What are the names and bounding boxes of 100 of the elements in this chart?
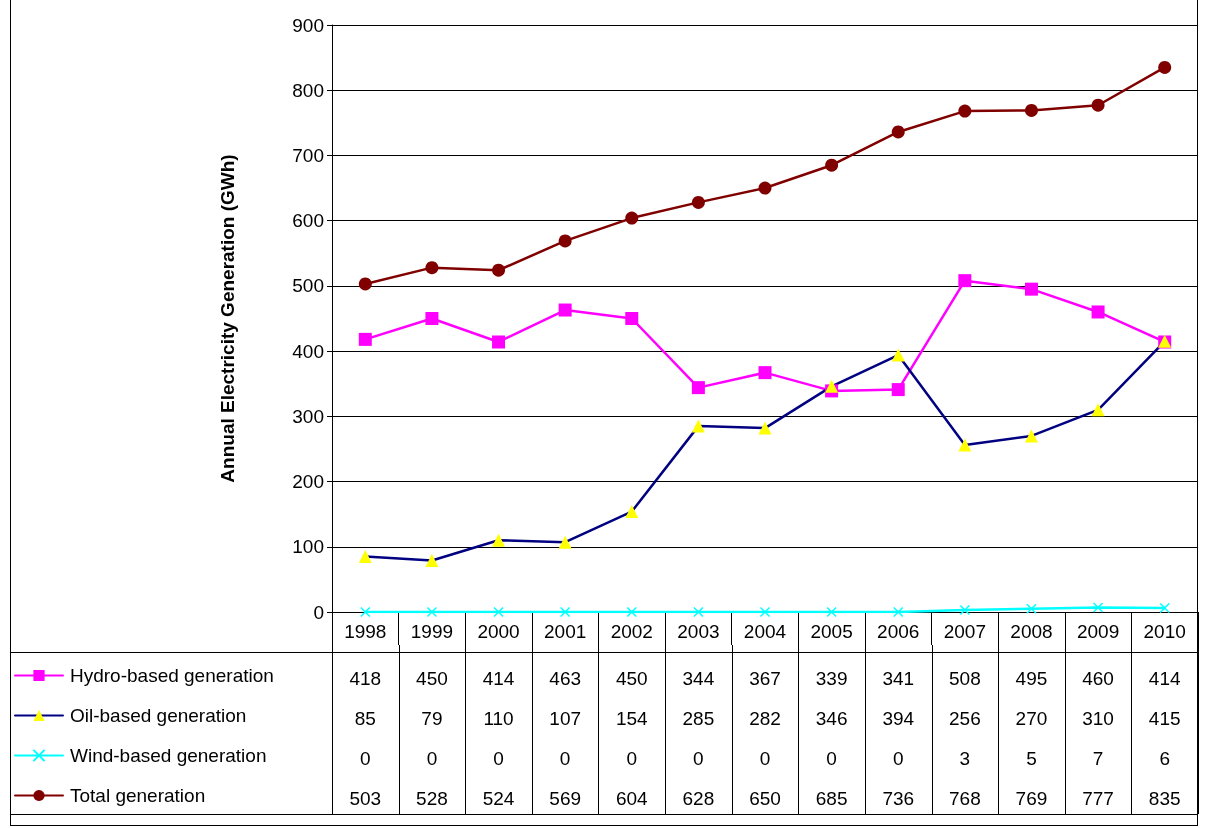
y-tick-label: 800: [292, 79, 324, 101]
point: [425, 312, 439, 325]
point: [1091, 305, 1105, 319]
x-tick-label: 1998: [344, 621, 387, 642]
data-label: 736: [882, 787, 915, 809]
point: [693, 606, 704, 618]
x-tick-label: 2007: [943, 621, 986, 642]
data-label: 503: [349, 787, 382, 809]
x-tick-label: 2001: [544, 621, 587, 642]
point: [691, 381, 705, 395]
data-label: 310: [1082, 707, 1114, 729]
legend-label: Total generation: [70, 785, 206, 806]
point: [1091, 403, 1105, 417]
y-tick-label: 100: [292, 536, 324, 558]
y-tick-label: 400: [292, 340, 324, 362]
x-tick-label: 2002: [610, 621, 653, 642]
point: [358, 277, 372, 291]
data-label: 7: [1092, 747, 1104, 769]
data-label: 414: [1148, 667, 1181, 689]
x-tick-label: 2009: [1076, 621, 1120, 642]
point: [1091, 98, 1105, 112]
point: [958, 104, 972, 118]
y-tick-label: 200: [292, 471, 324, 493]
data-label: 508: [948, 667, 981, 689]
data-label: 270: [1015, 707, 1048, 729]
point: [691, 195, 705, 209]
x-tick-label: 2010: [1143, 621, 1186, 642]
point: [1159, 602, 1170, 614]
point: [825, 158, 839, 172]
point: [492, 533, 506, 547]
x-tick-label: 2008: [1010, 621, 1053, 642]
data-label: 0: [626, 747, 638, 769]
data-label: 0: [826, 747, 837, 769]
data-label: 339: [815, 667, 848, 689]
point: [360, 606, 371, 618]
point: [558, 234, 572, 248]
point: [425, 261, 439, 275]
y-axis-title: Annual Electricity Generation (GWh): [217, 154, 238, 483]
point: [1092, 602, 1104, 613]
data-label: 110: [483, 707, 514, 729]
data-label: 341: [882, 667, 915, 689]
data-label: 495: [1015, 667, 1048, 689]
data-label: 768: [948, 787, 981, 809]
y-tick-label: 300: [292, 405, 324, 427]
data-label: 0: [426, 747, 438, 769]
data-label: 524: [482, 787, 515, 809]
data-label: 5: [1026, 747, 1037, 769]
data-label: 85: [354, 707, 376, 729]
point: [358, 332, 372, 346]
point: [625, 505, 639, 519]
data-label: 367: [749, 667, 781, 689]
point: [492, 263, 506, 277]
x-tick-label: 2005: [810, 621, 853, 642]
data-label: 628: [682, 787, 715, 809]
point: [959, 604, 971, 616]
data-label: 650: [749, 787, 781, 809]
point: [625, 312, 639, 325]
data-label: 528: [416, 787, 448, 809]
point: [691, 419, 705, 433]
point: [559, 606, 571, 618]
y-tick-label: 500: [292, 275, 324, 297]
point: [825, 379, 839, 393]
point: [758, 421, 772, 435]
legend-label: Oil-based generation: [70, 705, 247, 726]
point: [1158, 60, 1172, 74]
data-label: 256: [948, 707, 981, 729]
x-tick-label: 2000: [477, 621, 520, 642]
point: [425, 553, 439, 567]
point: [626, 606, 638, 618]
point: [758, 181, 772, 195]
data-label: 415: [1148, 707, 1181, 729]
data-label: 154: [615, 707, 649, 729]
data-label: 460: [1082, 667, 1114, 689]
point: [891, 348, 905, 362]
data-label: 79: [421, 707, 443, 729]
x-tick-label: 1999: [410, 621, 454, 642]
data-label: 346: [815, 707, 848, 729]
point: [958, 274, 972, 288]
data-label: 0: [693, 747, 704, 769]
data-label: 3: [959, 747, 971, 769]
data-label: 463: [549, 667, 582, 689]
data-label: 344: [682, 667, 715, 689]
data-label: 107: [549, 707, 582, 729]
point: [558, 535, 572, 549]
data-label: 769: [1015, 787, 1048, 809]
legend-label: Hydro-based generation: [70, 665, 274, 686]
legend-label: Wind-based generation: [70, 745, 267, 766]
x-tick-label: 2003: [677, 621, 720, 642]
data-label: 685: [815, 787, 848, 809]
point: [1024, 282, 1038, 296]
point: [492, 335, 506, 349]
data-label: 285: [682, 707, 715, 729]
point: [758, 366, 772, 380]
point: [958, 438, 972, 452]
point: [426, 606, 438, 618]
data-label: 6: [1159, 747, 1170, 769]
data-label: 0: [493, 747, 504, 769]
data-label: 777: [1082, 787, 1114, 809]
point: [1026, 603, 1037, 614]
data-label: 394: [882, 707, 915, 729]
